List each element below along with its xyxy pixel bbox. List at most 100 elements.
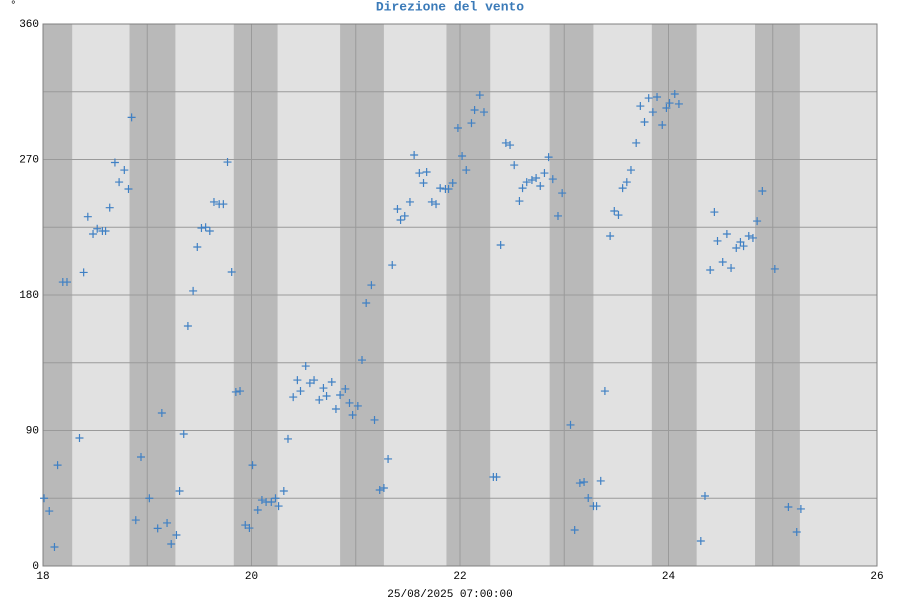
data-point (784, 502, 793, 511)
data-point (415, 169, 424, 178)
data-point (610, 206, 619, 215)
data-point (470, 105, 479, 114)
data-point (301, 362, 310, 371)
data-point (674, 99, 683, 108)
data-point (736, 238, 745, 247)
data-point (131, 516, 140, 525)
data-point (197, 224, 206, 233)
plot-layer (40, 23, 878, 567)
data-point (436, 184, 445, 193)
data-point (632, 138, 641, 147)
data-point (636, 102, 645, 111)
data-point (665, 99, 674, 108)
data-point (167, 540, 176, 549)
data-point (544, 153, 553, 162)
data-point (400, 211, 409, 220)
data-point (279, 487, 288, 496)
data-point (124, 185, 133, 194)
data-point (205, 227, 214, 236)
data-point (727, 264, 736, 273)
data-point (189, 286, 198, 295)
data-point (336, 390, 345, 399)
plot-frame (42, 23, 878, 567)
data-point (379, 484, 388, 493)
data-point (492, 473, 501, 482)
data-point (327, 378, 336, 387)
data-point (596, 476, 605, 485)
data-point (172, 530, 181, 539)
data-point (396, 216, 405, 225)
data-point (89, 230, 98, 239)
data-point (553, 211, 562, 220)
data-point (410, 150, 419, 159)
data-point (475, 91, 484, 100)
data-point (753, 217, 762, 226)
data-point (319, 384, 328, 393)
data-point (618, 184, 627, 193)
data-point (536, 181, 545, 190)
data-point (770, 264, 779, 273)
data-point (271, 494, 280, 503)
data-point (600, 387, 609, 396)
data-point (274, 502, 283, 511)
data-point (145, 494, 154, 503)
data-point (584, 493, 593, 502)
chart-title: Direzione del vento (376, 0, 524, 14)
y-unit: ° (10, 0, 17, 12)
data-point (462, 166, 471, 175)
data-point (570, 526, 579, 535)
data-point (722, 230, 731, 239)
data-point (157, 409, 166, 418)
data-point (479, 108, 488, 117)
data-point (710, 208, 719, 217)
data-point (515, 197, 524, 206)
data-point (248, 461, 257, 470)
y-tick-label: 360 (19, 19, 39, 31)
data-point (792, 527, 801, 536)
data-point (283, 434, 292, 443)
data-point (293, 376, 302, 385)
data-point (93, 224, 102, 233)
data-point (393, 205, 402, 214)
data-point (40, 494, 49, 503)
data-point (345, 398, 354, 407)
data-point (175, 487, 184, 496)
data-point (626, 166, 635, 175)
data-point (183, 322, 192, 331)
data-point (257, 496, 266, 505)
data-point (201, 223, 210, 232)
data-point (548, 175, 557, 184)
data-point (744, 231, 753, 240)
data-point (267, 498, 276, 507)
data-point (510, 161, 519, 170)
data-point (606, 231, 615, 240)
data-point (388, 261, 397, 270)
data-point (62, 278, 71, 287)
data-point (375, 485, 384, 494)
data-point (163, 518, 172, 527)
data-point (110, 158, 119, 167)
data-point (253, 505, 262, 514)
data-point (115, 178, 124, 187)
data-point (622, 178, 631, 187)
y-tick-label: 90 (26, 425, 39, 437)
data-point (432, 200, 441, 209)
data-point (153, 524, 162, 533)
data-point (662, 104, 671, 113)
data-point (506, 141, 515, 150)
data-point (236, 387, 245, 396)
data-point (405, 197, 414, 206)
data-point (296, 387, 305, 396)
data-point (522, 178, 531, 187)
data-point (427, 197, 436, 206)
data-point (501, 138, 510, 147)
data-point (713, 236, 722, 245)
data-point (127, 113, 136, 122)
data-point (322, 392, 331, 401)
data-point (558, 189, 567, 198)
data-point (580, 477, 589, 486)
data-point (532, 174, 541, 183)
x-tick-label: 18 (36, 571, 49, 583)
data-point (53, 461, 62, 470)
data-point (362, 298, 371, 307)
